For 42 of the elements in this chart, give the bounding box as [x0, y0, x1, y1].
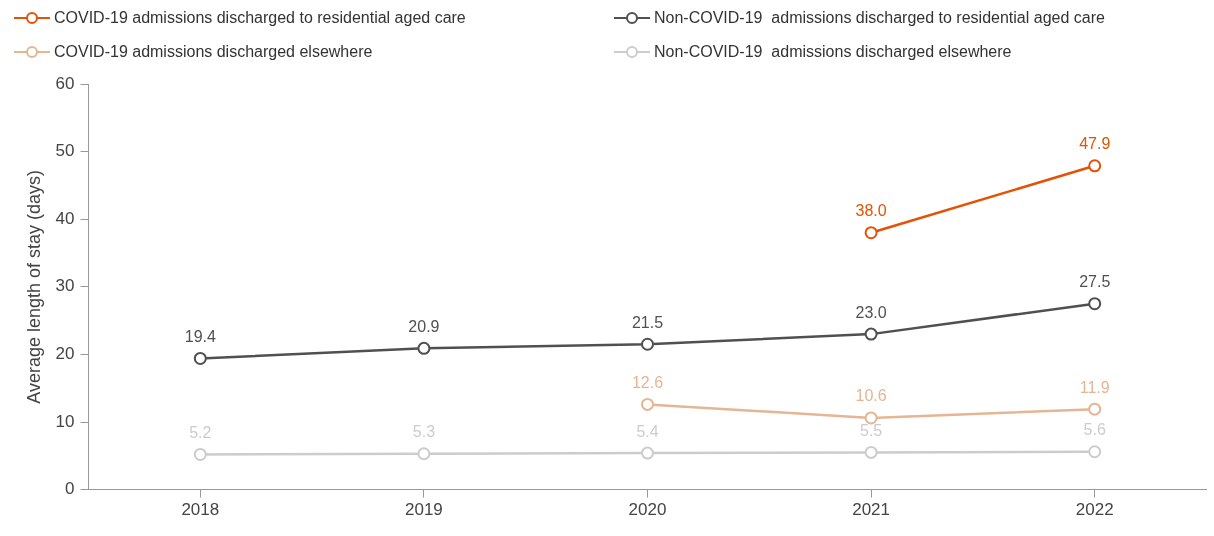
x-tick-label: 2020 [628, 500, 667, 520]
point [1088, 297, 1102, 311]
point [193, 351, 207, 365]
y-tick-label: 60 [55, 73, 75, 93]
legend-label: COVID-19 admissions discharged elsewhere [54, 43, 373, 61]
point [1088, 159, 1102, 173]
data-label: 12.6 [631, 373, 664, 391]
point [417, 341, 431, 355]
data-label: 11.9 [1079, 378, 1110, 396]
data-label: 38.0 [855, 202, 887, 220]
legend-label: Non-COVID-19 admissions discharged to residential aged care [654, 9, 1105, 27]
data-label: 27.5 [1079, 273, 1111, 291]
point [864, 411, 878, 425]
y-tick-label: 20 [55, 344, 75, 364]
x-tick-label: 2018 [181, 500, 220, 520]
point [641, 337, 655, 351]
y-tick-label: 10 [55, 411, 75, 431]
point [1088, 445, 1102, 459]
data-label: 47.9 [1079, 135, 1111, 153]
point [641, 446, 655, 460]
point [641, 397, 655, 411]
point [1088, 402, 1102, 416]
x-tick-label: 2021 [852, 500, 891, 520]
point [193, 447, 207, 461]
legend-label: COVID-19 admissions discharged to residential aged care [54, 9, 466, 27]
x-tick-label: 2022 [1075, 500, 1114, 520]
x-tick-label: 2019 [404, 500, 443, 520]
y-axis-title: Average length of stay (days) [23, 169, 44, 404]
point [864, 327, 878, 341]
y-tick-label: 30 [55, 276, 75, 296]
point [864, 226, 878, 240]
data-label: 21.5 [631, 313, 664, 331]
y-tick-label: 40 [55, 208, 75, 228]
data-label: 19.4 [184, 327, 216, 345]
legend-label: Non-COVID-19 admissions discharged elsewhere [654, 43, 1012, 61]
point [864, 445, 878, 459]
data-label: 10.6 [855, 387, 887, 405]
y-tick-label: 50 [55, 141, 75, 161]
point [417, 447, 431, 461]
data-label: 20.9 [408, 317, 440, 335]
y-tick-label: 0 [65, 479, 75, 499]
data-label: 23.0 [855, 303, 887, 321]
